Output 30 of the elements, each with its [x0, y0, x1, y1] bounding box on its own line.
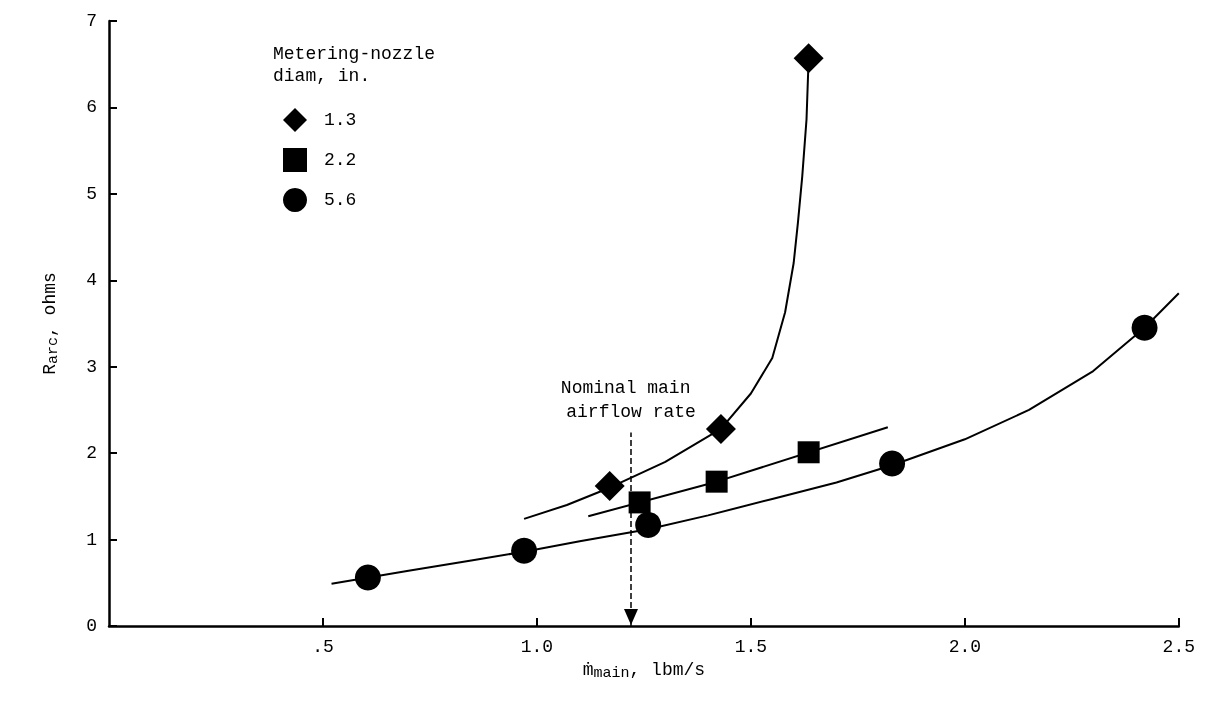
- y-axis-title: Rarc, ohms: [39, 272, 62, 375]
- legend-title: Metering-nozzle diam, in.: [273, 44, 446, 86]
- point: [1131, 314, 1158, 341]
- point: [628, 491, 651, 514]
- point: [879, 450, 906, 477]
- point: [635, 511, 662, 538]
- legend-label: 2.2: [324, 150, 357, 170]
- ref-line-label: Nominal main airflow rate: [560, 378, 702, 423]
- y-tick-label: 7: [86, 11, 97, 31]
- y-tick-label: 0: [86, 616, 97, 636]
- y-tick-label: 5: [86, 183, 97, 204]
- y-tick-label: 4: [86, 270, 97, 291]
- point: [793, 43, 824, 74]
- legend-label: 5.6: [324, 190, 357, 210]
- legend-label: 1.3: [324, 110, 357, 130]
- x-tick-label: 2.0: [948, 637, 982, 657]
- point: [354, 564, 381, 591]
- y-tick-label: 6: [86, 97, 97, 118]
- x-tick-label: 2.5: [1162, 637, 1195, 657]
- point: [797, 441, 820, 464]
- y-tick-label: 1: [86, 529, 97, 550]
- point: [705, 413, 736, 444]
- y-tick-label: 2: [86, 443, 97, 464]
- x-tick-label: .5: [312, 637, 334, 657]
- point: [594, 470, 625, 501]
- point: [705, 470, 728, 493]
- point: [511, 537, 538, 564]
- x-tick-label: 1.0: [520, 637, 554, 657]
- x-tick-label: 1.5: [734, 637, 768, 657]
- y-tick-label: 3: [86, 356, 97, 377]
